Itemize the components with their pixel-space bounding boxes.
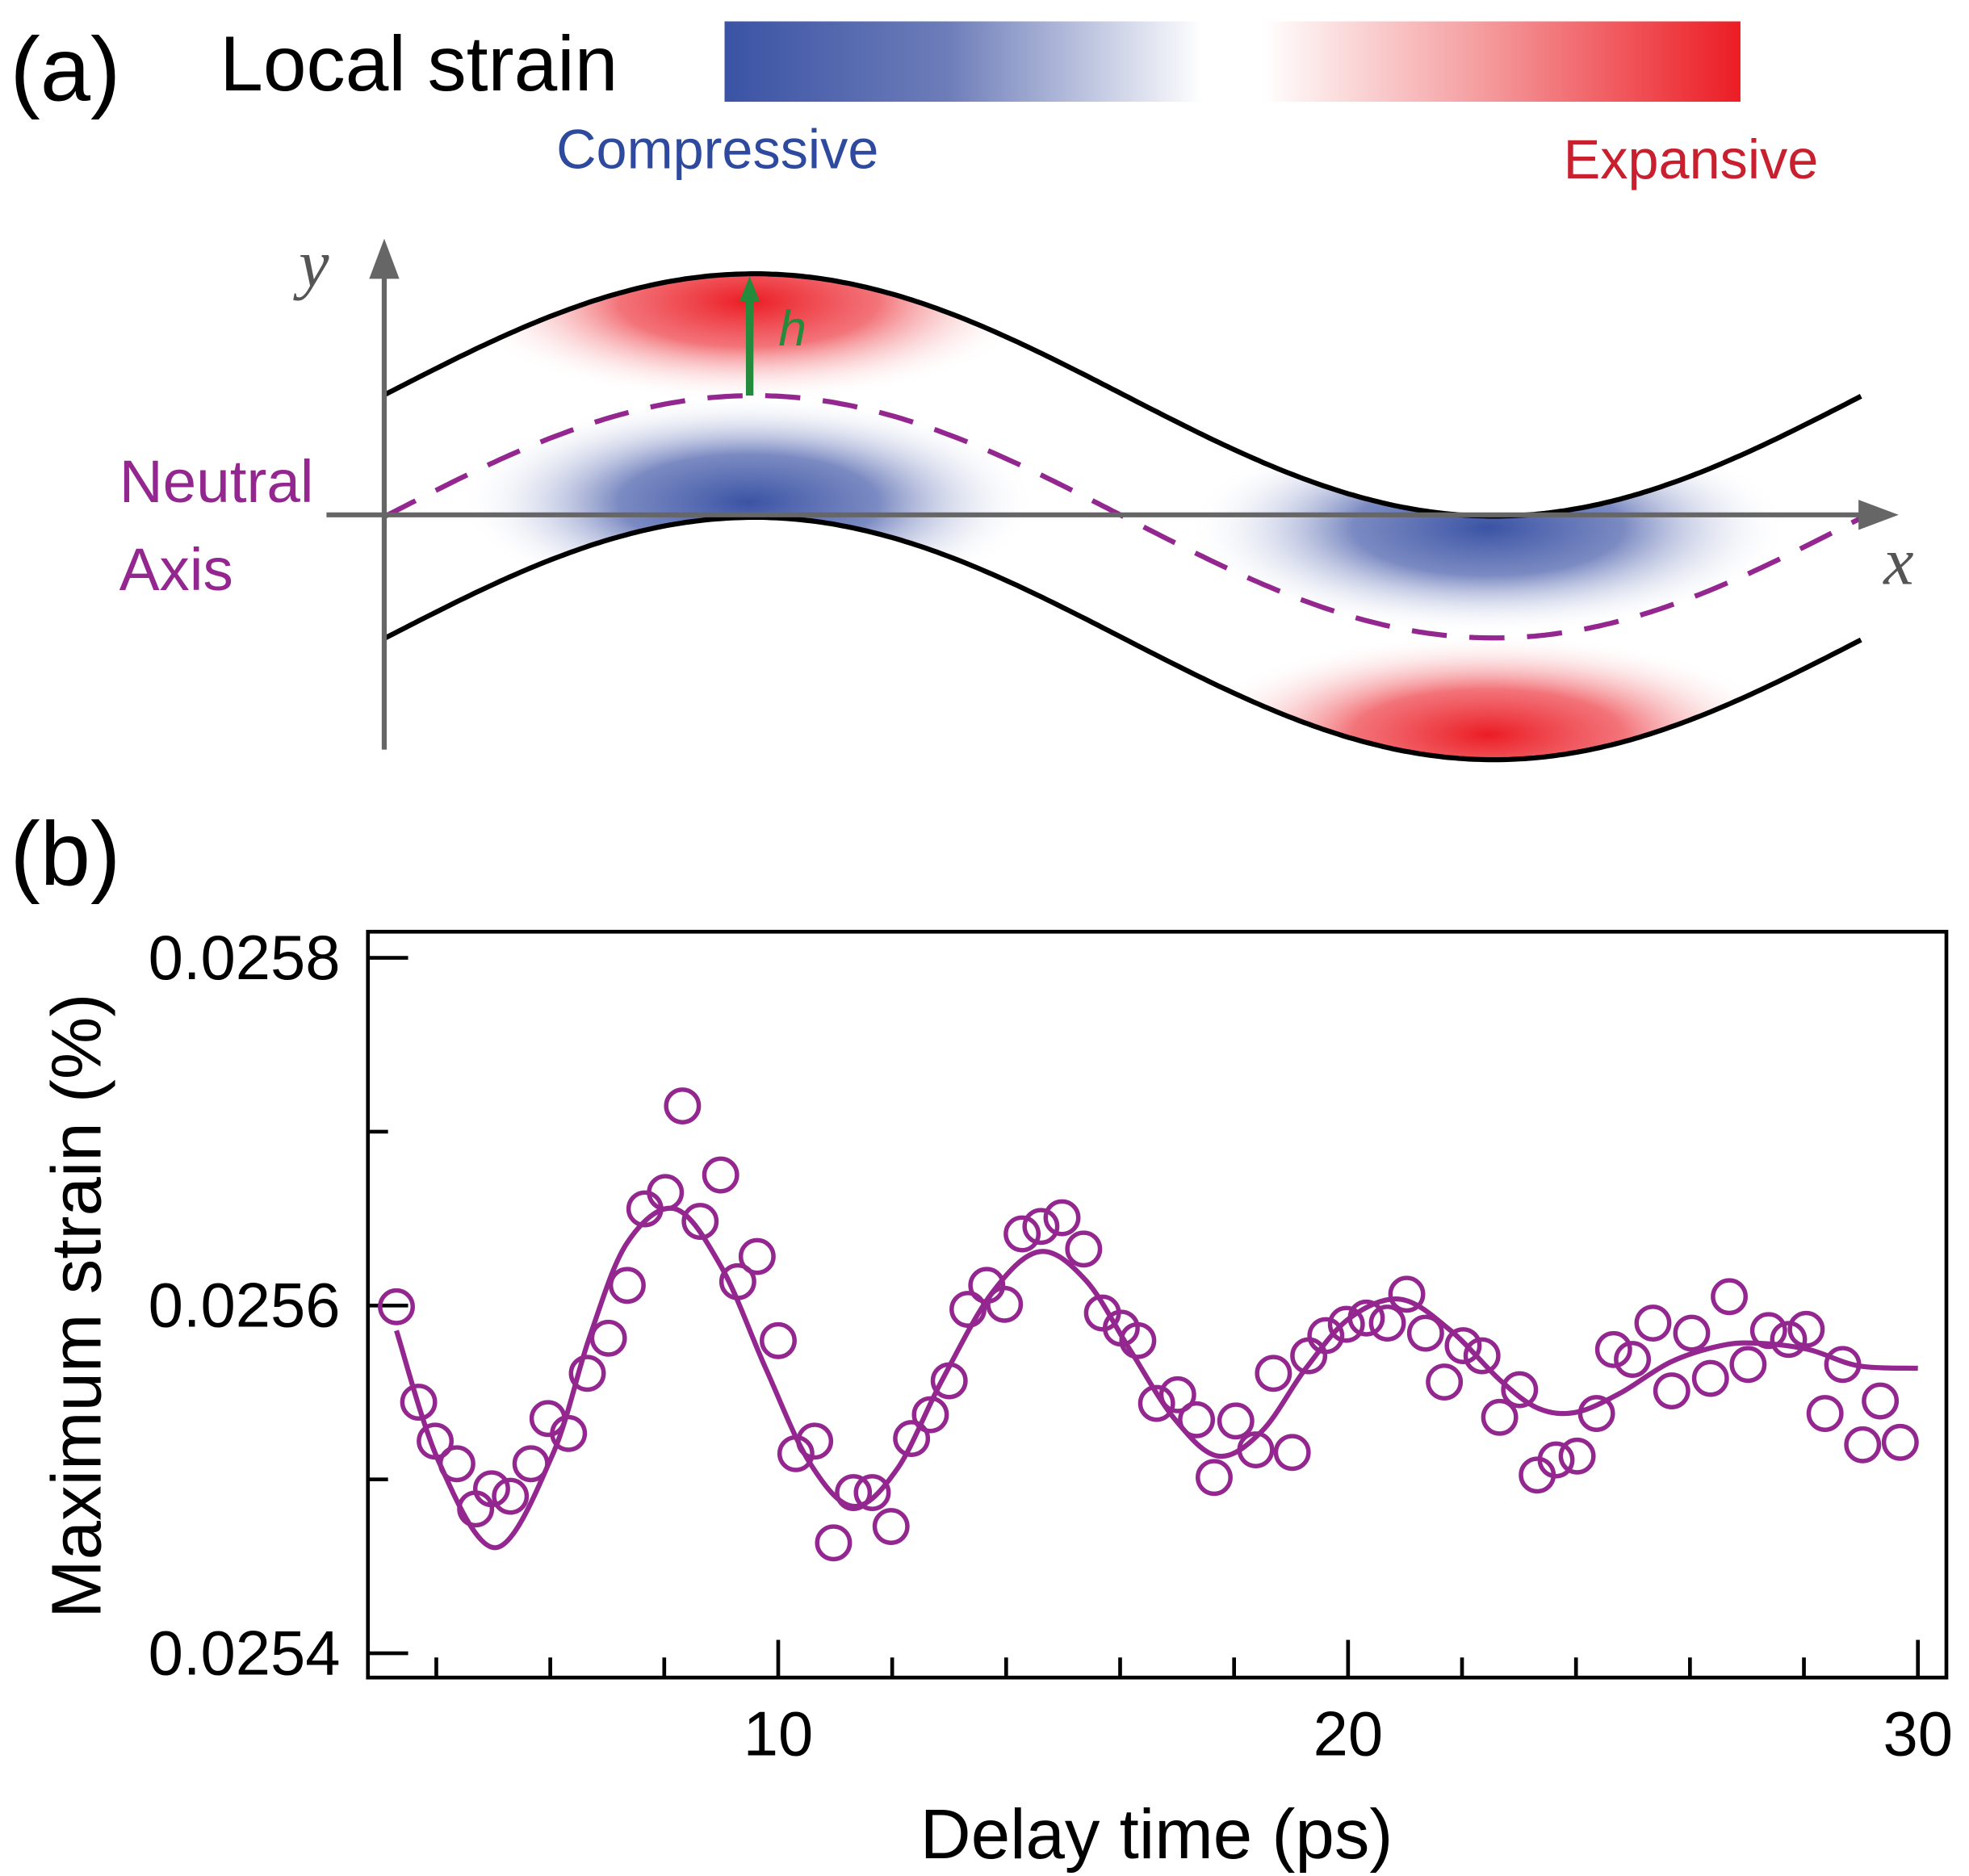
data-point: [589, 1319, 627, 1357]
data-point: [1196, 1459, 1233, 1497]
strain-shading: [459, 274, 1790, 760]
x-tick-label: 20: [1313, 1700, 1383, 1769]
data-point: [472, 1470, 510, 1508]
data-point: [1711, 1278, 1749, 1316]
neutral-axis-label: Axis: [119, 535, 233, 603]
data-point: [1481, 1398, 1519, 1436]
data-point: [853, 1474, 891, 1511]
data-point: [1043, 1199, 1081, 1237]
x-axis-label: x: [1882, 524, 1913, 599]
data-point: [1634, 1304, 1672, 1342]
data-point: [1806, 1395, 1844, 1432]
beam-bottom-edge: [383, 514, 1862, 763]
arrowhead: [739, 276, 760, 302]
data-point: [1749, 1312, 1787, 1350]
data-point: [1003, 1215, 1041, 1253]
data-point: [1537, 1441, 1575, 1479]
y-tick-label: 0.0258: [149, 923, 341, 993]
data-point: [1255, 1355, 1292, 1392]
data-point: [835, 1474, 873, 1511]
data-point: [1327, 1305, 1365, 1343]
compressive-region: [1186, 421, 1790, 634]
data-point: [1673, 1314, 1711, 1352]
arrowhead: [369, 238, 400, 279]
data-point: [1463, 1337, 1501, 1375]
data-point: [760, 1321, 797, 1359]
data-point: [1881, 1423, 1919, 1461]
compressive-region: [459, 396, 1037, 609]
colorbar-high-label: Expansive: [1564, 128, 1819, 191]
beam-top-edge: [383, 271, 1862, 519]
y-axis-title: Maximum strain (%): [37, 994, 115, 1618]
data-point: [568, 1355, 606, 1392]
data-point: [1844, 1426, 1882, 1464]
data-point: [1022, 1208, 1060, 1246]
data-point: [1217, 1402, 1255, 1440]
neutral-axis-label: Neutral: [119, 447, 314, 515]
data-point: [1388, 1275, 1426, 1313]
data-point: [681, 1203, 719, 1240]
data-point: [738, 1237, 776, 1275]
fit-line: [394, 1205, 1918, 1551]
data-point: [1770, 1321, 1808, 1359]
x-tick-label: 10: [744, 1700, 814, 1769]
data-point: [986, 1285, 1024, 1323]
data-point: [1653, 1372, 1690, 1409]
data-point: [647, 1174, 685, 1212]
data-point: [949, 1291, 987, 1328]
data-point: [1787, 1310, 1825, 1348]
colorbar-label: Local strain: [220, 21, 618, 107]
plot-frame: [366, 929, 1949, 1680]
data-point: [400, 1384, 438, 1421]
data-point: [1558, 1437, 1596, 1475]
data-point: [378, 1288, 415, 1325]
colorbar: [724, 21, 1741, 103]
y-axis-label: y: [292, 227, 329, 302]
data-point: [815, 1524, 853, 1562]
arrowhead: [1858, 500, 1899, 530]
data-point: [1729, 1346, 1767, 1384]
data-point: [1368, 1304, 1406, 1342]
y-tick-label: 0.0254: [149, 1618, 341, 1688]
data-point: [1691, 1359, 1729, 1397]
data-point: [1594, 1330, 1632, 1368]
data-point: [1273, 1434, 1311, 1472]
thickness-label: h: [778, 301, 806, 357]
data-point: [608, 1267, 646, 1304]
data-point: [664, 1087, 702, 1124]
colorbar-low-label: Compressive: [556, 118, 878, 180]
data-point: [1065, 1230, 1103, 1268]
panel-label: (a): [10, 19, 120, 119]
data-point: [702, 1156, 739, 1194]
data-point: [1178, 1401, 1216, 1438]
x-axis-title: Delay time (ps): [920, 1795, 1393, 1874]
data-point: [872, 1508, 910, 1545]
data-point: [1406, 1314, 1444, 1352]
data-point: [1158, 1376, 1196, 1413]
x-tick-label: 30: [1883, 1700, 1953, 1769]
data-point: [1444, 1327, 1482, 1364]
data-point: [1501, 1371, 1539, 1409]
data-point: [1862, 1382, 1900, 1420]
panel-label: (b): [10, 804, 120, 905]
plot: 10 20 30 0.0254 0.0256 0.0258: [149, 923, 1953, 1769]
data-point: [492, 1477, 530, 1515]
expansive-region: [1186, 634, 1790, 760]
data-point: [1614, 1341, 1652, 1378]
data-point: [1426, 1363, 1464, 1401]
data-point: [1137, 1384, 1175, 1422]
y-tick-label: 0.0256: [149, 1271, 341, 1341]
data-point: [1307, 1317, 1345, 1355]
data-point: [893, 1420, 931, 1457]
